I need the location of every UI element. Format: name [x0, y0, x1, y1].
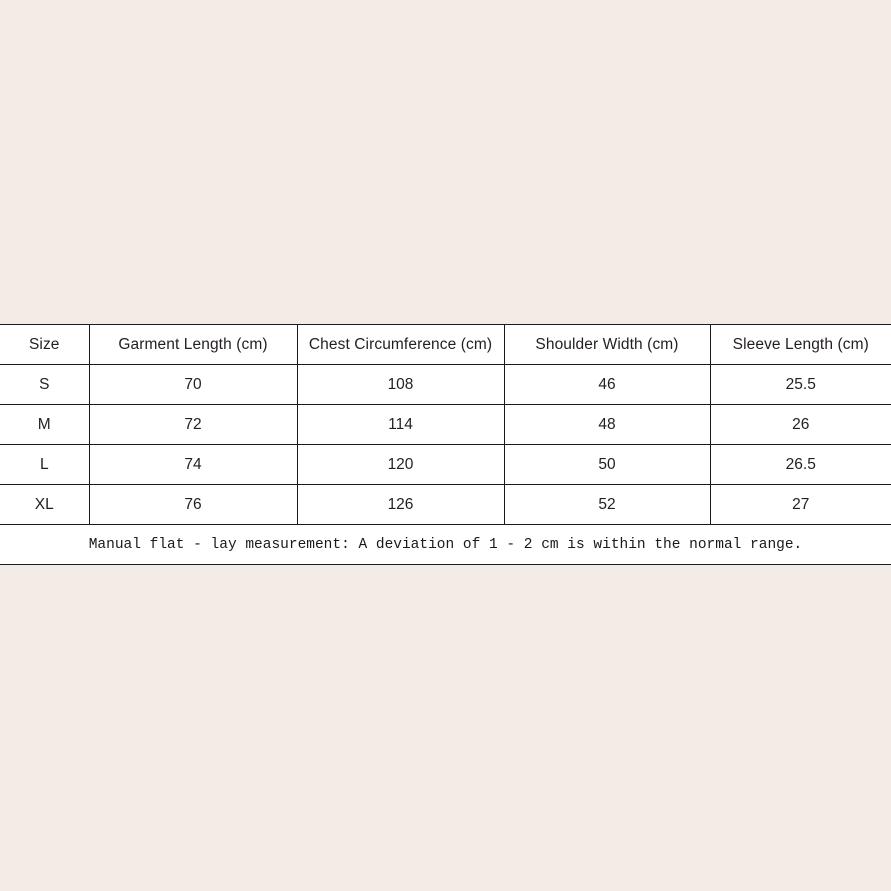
- cell-size: S: [0, 364, 90, 405]
- column-header-shoulder-width: Shoulder Width (cm): [503, 324, 711, 365]
- cell-garment-length: 76: [88, 484, 298, 525]
- cell-shoulder-width: 52: [503, 484, 711, 525]
- cell-sleeve-length: 26.5: [709, 444, 891, 485]
- table-row: S 70 108 46 25.5: [0, 364, 891, 405]
- cell-garment-length: 70: [88, 364, 298, 405]
- column-header-garment-length: Garment Length (cm): [88, 324, 298, 365]
- table-row: L 74 120 50 26.5: [0, 444, 891, 485]
- cell-size: XL: [0, 484, 90, 525]
- cell-size: M: [0, 404, 90, 445]
- cell-shoulder-width: 46: [503, 364, 711, 405]
- cell-shoulder-width: 48: [503, 404, 711, 445]
- cell-garment-length: 74: [88, 444, 298, 485]
- cell-chest-circumference: 108: [296, 364, 505, 405]
- size-chart: Size Garment Length (cm) Chest Circumfer…: [0, 324, 891, 565]
- column-header-chest-circumference: Chest Circumference (cm): [296, 324, 505, 365]
- cell-sleeve-length: 26: [709, 404, 891, 445]
- cell-sleeve-length: 27: [709, 484, 891, 525]
- cell-garment-length: 72: [88, 404, 298, 445]
- cell-sleeve-length: 25.5: [709, 364, 891, 405]
- cell-chest-circumference: 120: [296, 444, 505, 485]
- table-row: M 72 114 48 26: [0, 404, 891, 445]
- cell-chest-circumference: 114: [296, 404, 505, 445]
- column-header-sleeve-length: Sleeve Length (cm): [709, 324, 891, 365]
- table-footnote-row: Manual flat - lay measurement: A deviati…: [0, 524, 891, 565]
- measurement-note: Manual flat - lay measurement: A deviati…: [0, 524, 891, 565]
- table-header-row: Size Garment Length (cm) Chest Circumfer…: [0, 324, 891, 365]
- size-chart-table: Size Garment Length (cm) Chest Circumfer…: [0, 324, 891, 565]
- cell-shoulder-width: 50: [503, 444, 711, 485]
- cell-chest-circumference: 126: [296, 484, 505, 525]
- table-row: XL 76 126 52 27: [0, 484, 891, 525]
- cell-size: L: [0, 444, 90, 485]
- column-header-size: Size: [0, 324, 90, 365]
